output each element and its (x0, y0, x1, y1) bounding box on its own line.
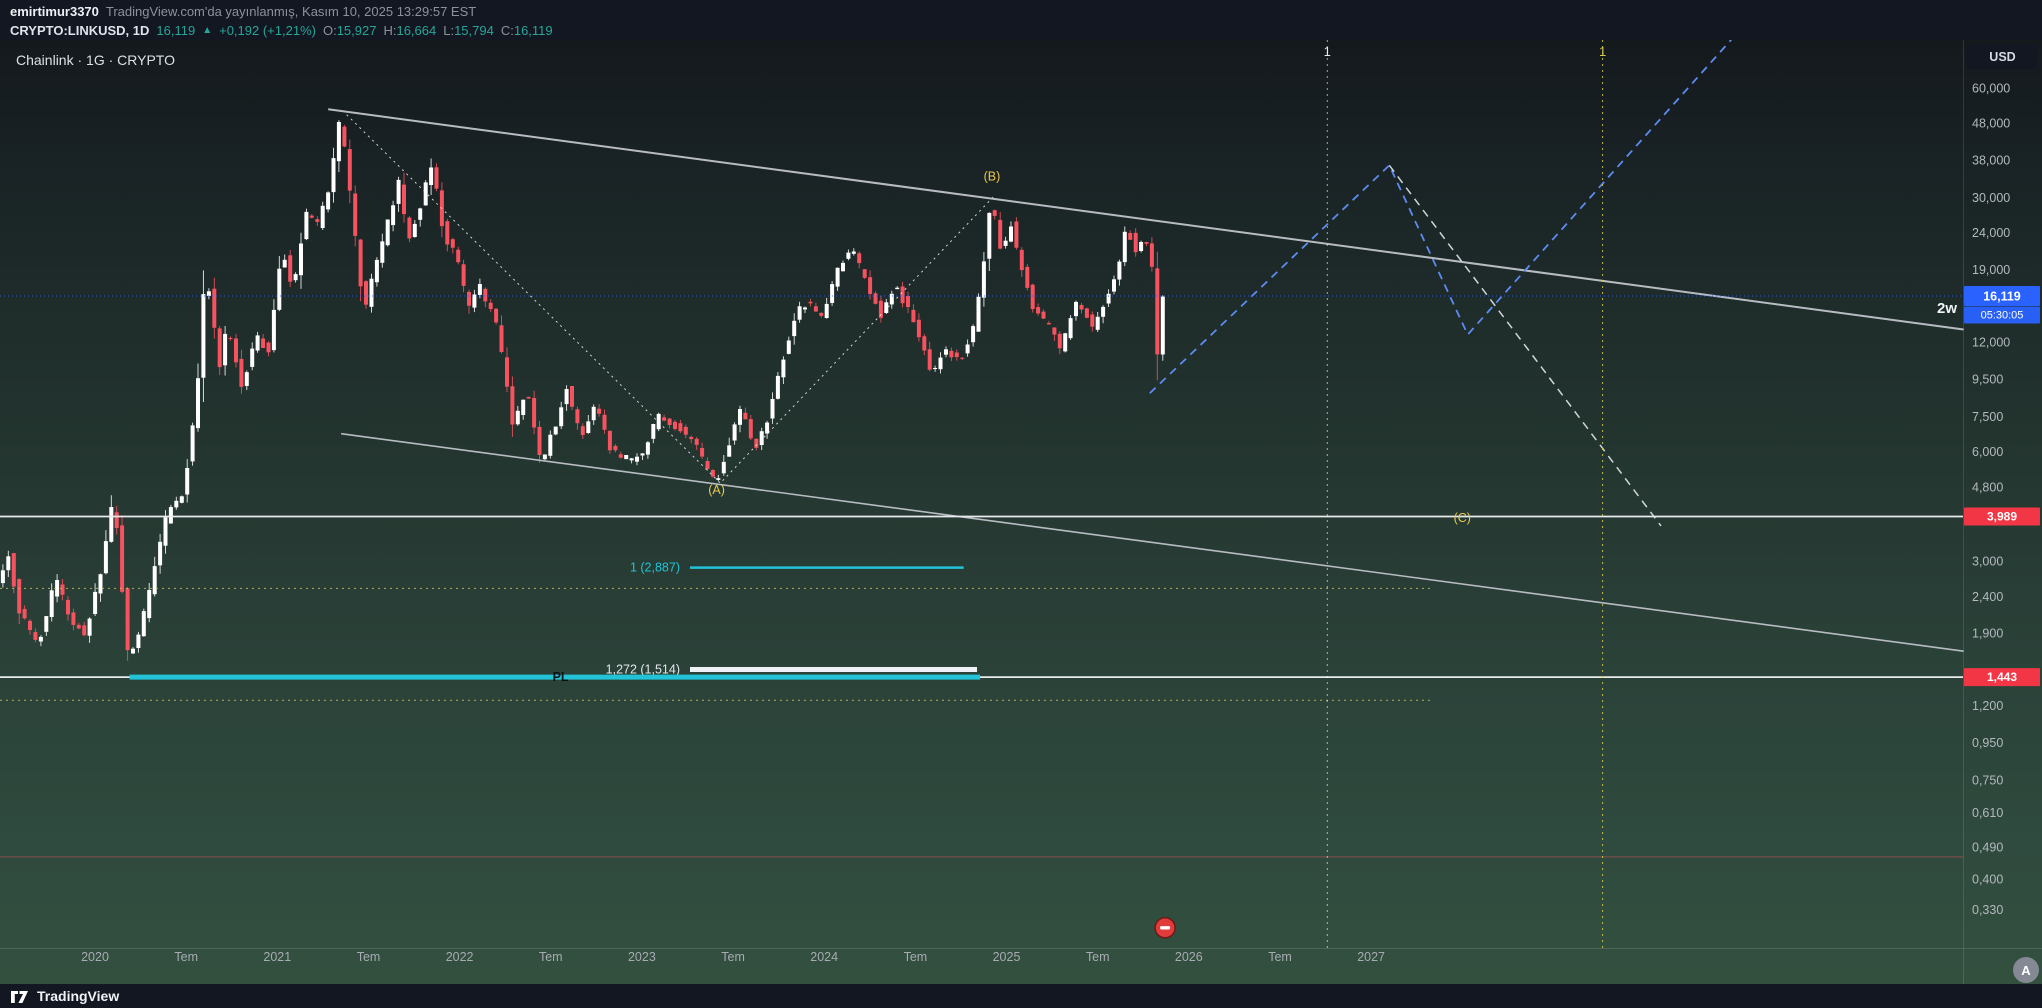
price-tick-label: 9,500 (1972, 373, 2003, 387)
tradingview-logo-icon[interactable] (10, 989, 29, 1004)
price-tick-label: 2,400 (1972, 590, 2003, 604)
publication-info-row: emirtimur3370 TradingView.com'da yayınla… (10, 2, 2042, 21)
drawings-layer[interactable]: 1 (2,887) 1,272 (1,514) PL 1 1 (A) (B) (C) 2w (0, 40, 1964, 948)
up-arrow-icon: ▲ (202, 25, 213, 36)
price-tick-label: 3,000 (1972, 555, 2003, 569)
price-tick-label: 4,800 (1972, 480, 2003, 494)
price-tick-label: 48,000 (1972, 117, 2010, 131)
fib-level-label-1: 1 (2,887) (630, 561, 680, 575)
price-axis[interactable]: 60,000 48,000 38,000 30,000 24,000 19,000 12,0… (0, 40, 2042, 984)
footer-bar: TradingView (0, 984, 2042, 1008)
time-tick-label: 2024 (810, 950, 838, 964)
close-label: C: (500, 23, 514, 38)
user-avatar[interactable]: A (2013, 957, 2039, 983)
candles-layer (0, 120, 1165, 661)
tradingview-logo-text[interactable]: TradingView (37, 988, 120, 1004)
price-tick-label: 30,000 (1972, 191, 2010, 205)
vline-marker-label-2: 1 (1599, 44, 1606, 59)
publication-date: TradingView.com'da yayınlanmış, Kasım 10… (105, 4, 477, 19)
note-2w-label: 2w (1937, 300, 1957, 317)
svg-text:A: A (2021, 963, 2031, 978)
svg-text:3,989: 3,989 (1987, 510, 2017, 524)
high-value: 16,664 (396, 23, 437, 38)
vline-marker-label-1: 1 (1324, 44, 1331, 59)
price-tick-label: 60,000 (1972, 82, 2010, 96)
price-tick-label: 38,000 (1972, 154, 2010, 168)
fib-level-label-2: 1,272 (1,514) (606, 663, 680, 677)
time-tick-label: 2026 (1175, 950, 1203, 964)
pl-label: PL (553, 670, 569, 684)
currency-cell[interactable] (1966, 45, 2037, 69)
svg-text:05:30:05: 05:30:05 (1981, 310, 2024, 322)
wave-label-b: (B) (984, 170, 1001, 184)
symbol-interval[interactable]: CRYPTO:LINKUSD, 1D (10, 23, 150, 38)
wave-label-a: (A) (708, 483, 725, 497)
last-price: 16,119 (156, 23, 196, 38)
high-label: H: (383, 23, 397, 38)
time-tick-label: 2022 (446, 950, 474, 964)
publication-header: emirtimur3370 TradingView.com'da yayınla… (0, 0, 2042, 40)
ohlc-high: H:16,664 (383, 21, 436, 40)
price-tick-label: 0,330 (1972, 903, 2003, 917)
time-tick-label: 2025 (993, 950, 1021, 964)
author-name[interactable]: emirtimur3370 (10, 4, 99, 19)
svg-text:16,119: 16,119 (1983, 290, 2021, 304)
time-tick-label: 2020 (81, 950, 109, 964)
svg-text:1,443: 1,443 (1987, 670, 2017, 684)
bar-countdown-badge (1964, 306, 2040, 324)
price-tick-label: 0,610 (1972, 806, 2003, 820)
time-tick-label: Tem (357, 950, 381, 964)
time-tick-label: 2027 (1357, 950, 1385, 964)
currency-label: USD (1989, 50, 2015, 64)
time-tick-label: Tem (539, 950, 563, 964)
event-marker-icon[interactable] (1154, 917, 1176, 939)
price-tick-label: 6,000 (1972, 445, 2003, 459)
alert-price-badge-1[interactable] (1964, 507, 2040, 526)
time-tick-label: 2021 (263, 950, 291, 964)
low-label: L: (443, 23, 455, 38)
price-tick-label: 7,500 (1972, 410, 2003, 424)
price-tick-label: 0,490 (1972, 841, 2003, 855)
time-axis[interactable]: 2020 Tem 2021 Tem 2022 Tem 2023 Tem 2024 Tem 2025 T… (81, 950, 1385, 964)
ohlc-close: C:16,119 (501, 21, 553, 40)
price-tick-label: 0,400 (1972, 873, 2003, 887)
price-tick-label: 19,000 (1972, 263, 2010, 277)
time-tick-label: Tem (904, 950, 928, 964)
price-tick-label: 0,950 (1972, 736, 2003, 750)
price-tick-label: 1,900 (1972, 627, 2003, 641)
ohlc-open: O:15,927 (323, 21, 377, 40)
price-change: +0,192 (+1,21%) (219, 23, 316, 38)
price-tick-label: 24,000 (1972, 226, 2010, 240)
time-tick-label: Tem (1268, 950, 1292, 964)
low-value: 15,794 (454, 23, 494, 38)
wave-label-c: (C) (1454, 511, 1471, 525)
time-tick-label: 2023 (628, 950, 656, 964)
symbol-ohlc-row: CRYPTO:LINKUSD, 1D 16,119 ▲ +0,192 (+1,2… (10, 21, 2042, 40)
price-tick-label: 0,750 (1972, 773, 2003, 787)
open-value: 15,927 (336, 23, 377, 38)
open-label: O: (322, 23, 337, 38)
bullish-projection-dashed-line (1149, 40, 1733, 394)
close-value: 16,119 (513, 23, 553, 38)
chart-legend[interactable]: Chainlink · 1G · CRYPTO (16, 52, 175, 68)
trend-line-1 (328, 108, 1964, 331)
chart-area[interactable]: Chainlink · 1G · CRYPTO 1 (2,887) 1,272 (… (0, 40, 2042, 984)
trend-line-2 (340, 432, 1964, 652)
chart-canvas[interactable]: 1 (2,887)1,272 (1,514)PL1 1(A)(B)(C)2w60,… (0, 40, 2042, 984)
bearish-projection-dashed-line (1388, 164, 1662, 527)
price-tick-label: 12,000 (1972, 336, 2010, 350)
current-price-badge[interactable] (1964, 286, 2040, 306)
time-tick-label: Tem (721, 950, 745, 964)
time-tick-label: Tem (1086, 950, 1110, 964)
time-tick-label: Tem (174, 950, 198, 964)
price-tick-label: 1,200 (1972, 699, 2003, 713)
abc-wave-dotted-line (342, 110, 996, 484)
alert-price-badge-2[interactable] (1964, 668, 2040, 687)
ohlc-low: L:15,794 (443, 21, 494, 40)
